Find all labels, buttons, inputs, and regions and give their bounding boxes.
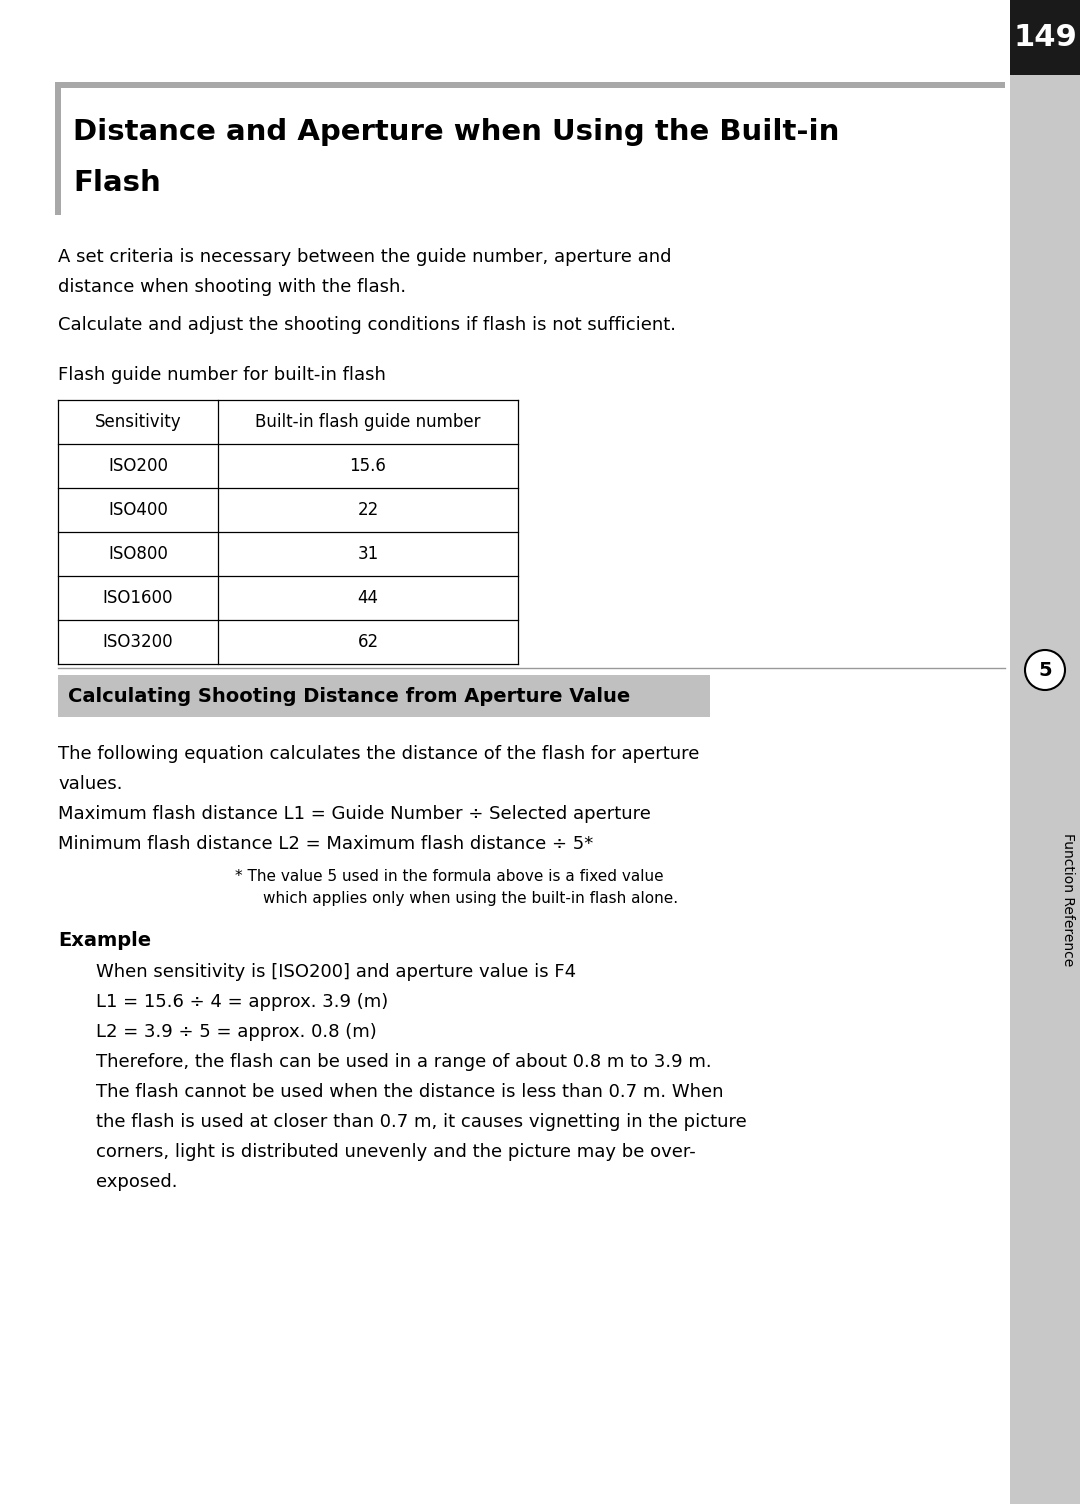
Text: ISO200: ISO200 [108, 457, 168, 475]
Text: Flash guide number for built-in flash: Flash guide number for built-in flash [58, 365, 386, 384]
Bar [1010, 0, 1080, 75]
Text: which applies only when using the built-in flash alone.: which applies only when using the built-… [264, 890, 678, 905]
Text: the flash is used at closer than 0.7 m, it causes vignetting in the picture: the flash is used at closer than 0.7 m, … [96, 1113, 746, 1131]
Text: corners, light is distributed unevenly and the picture may be over-: corners, light is distributed unevenly a… [96, 1143, 696, 1161]
Text: 44: 44 [357, 590, 378, 608]
Bar [55, 83, 1005, 89]
Text: Sensitivity: Sensitivity [95, 414, 181, 432]
Text: The following equation calculates the distance of the flash for aperture: The following equation calculates the di… [58, 744, 700, 763]
Text: Calculating Shooting Distance from Aperture Value: Calculating Shooting Distance from Apert… [68, 686, 631, 705]
Text: A set criteria is necessary between the guide number, aperture and: A set criteria is necessary between the … [58, 248, 672, 266]
Bar [58, 675, 710, 717]
Text: 149: 149 [1013, 23, 1077, 53]
Text: Built-in flash guide number: Built-in flash guide number [255, 414, 481, 432]
Text: Therefore, the flash can be used in a range of about 0.8 m to 3.9 m.: Therefore, the flash can be used in a ra… [96, 1053, 712, 1071]
Text: distance when shooting with the flash.: distance when shooting with the flash. [58, 278, 406, 296]
Text: ISO400: ISO400 [108, 501, 167, 519]
Text: L2 = 3.9 ÷ 5 = approx. 0.8 (m): L2 = 3.9 ÷ 5 = approx. 0.8 (m) [96, 1023, 377, 1041]
Text: Maximum flash distance L1 = Guide Number ÷ Selected aperture: Maximum flash distance L1 = Guide Number… [58, 805, 651, 823]
Text: Distance and Aperture when Using the Built-in: Distance and Aperture when Using the Bui… [73, 117, 839, 146]
Text: 5: 5 [1038, 660, 1052, 680]
Text: When sensitivity is [ISO200] and aperture value is F4: When sensitivity is [ISO200] and apertur… [96, 963, 576, 981]
Text: * The value 5 used in the formula above is a fixed value: * The value 5 used in the formula above … [235, 869, 663, 884]
Text: Flash: Flash [73, 168, 161, 197]
Text: 15.6: 15.6 [350, 457, 387, 475]
Text: Minimum flash distance L2 = Maximum flash distance ÷ 5*: Minimum flash distance L2 = Maximum flas… [58, 835, 593, 853]
Text: 22: 22 [357, 501, 379, 519]
Bar [1010, 0, 1080, 1504]
Bar [55, 83, 60, 215]
Text: ISO3200: ISO3200 [103, 633, 173, 651]
Text: The flash cannot be used when the distance is less than 0.7 m. When: The flash cannot be used when the distan… [96, 1083, 724, 1101]
Text: 62: 62 [357, 633, 379, 651]
Text: 31: 31 [357, 544, 379, 562]
Text: ISO1600: ISO1600 [103, 590, 173, 608]
Text: Calculate and adjust the shooting conditions if flash is not sufficient.: Calculate and adjust the shooting condit… [58, 316, 676, 334]
Text: Function Reference: Function Reference [1061, 833, 1075, 967]
Text: exposed.: exposed. [96, 1173, 177, 1191]
Text: L1 = 15.6 ÷ 4 = approx. 3.9 (m): L1 = 15.6 ÷ 4 = approx. 3.9 (m) [96, 993, 388, 1011]
Text: values.: values. [58, 775, 122, 793]
Text: ISO800: ISO800 [108, 544, 167, 562]
Text: Example: Example [58, 931, 151, 951]
Circle shape [1025, 650, 1065, 690]
